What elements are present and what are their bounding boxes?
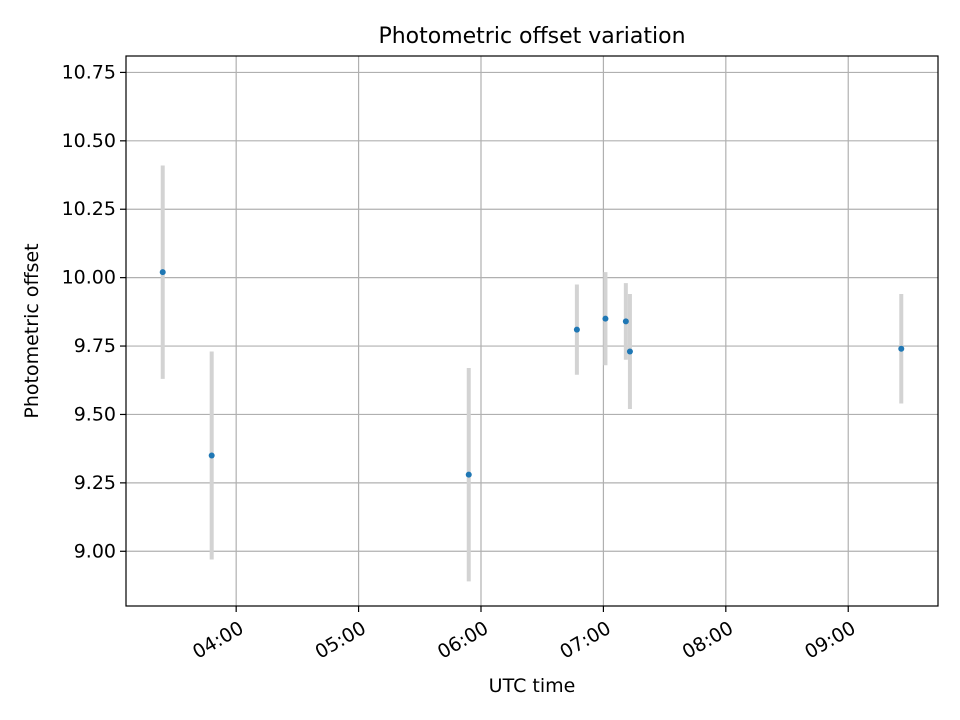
data-point (626, 348, 633, 355)
y-tick-label: 9.50 (74, 403, 116, 425)
y-tick-label: 9.25 (74, 472, 116, 494)
y-tick-label: 10.00 (62, 267, 116, 289)
y-tick-label: 10.50 (62, 130, 116, 152)
data-point (208, 452, 215, 459)
data-point (622, 318, 629, 325)
y-tick-label: 10.25 (62, 198, 116, 220)
data-point (898, 345, 905, 352)
y-tick-label: 9.00 (74, 540, 116, 562)
y-tick-label: 9.75 (74, 335, 116, 357)
data-point (602, 315, 609, 322)
data-point (573, 326, 580, 333)
y-tick-label: 10.75 (62, 61, 116, 83)
plot-area-frame (125, 55, 939, 607)
y-axis-label: Photometric offset (21, 243, 43, 418)
chart-title: Photometric offset variation (378, 24, 685, 49)
data-point (465, 471, 472, 478)
data-point (159, 269, 166, 276)
x-axis-label: UTC time (489, 675, 576, 697)
grid (126, 56, 938, 606)
data-points (159, 269, 905, 478)
y-axis: 9.00 9.25 9.50 9.75 10.00 10.25 10.50 10.75 (62, 61, 126, 562)
